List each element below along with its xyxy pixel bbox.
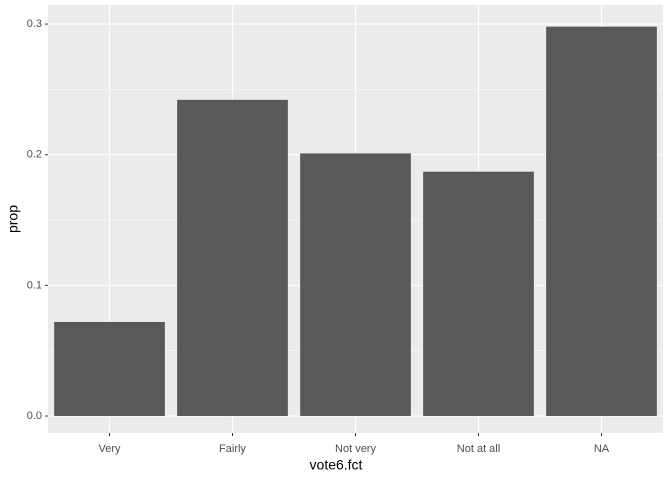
bar <box>177 99 288 417</box>
x-tick-label: Fairly <box>219 443 246 455</box>
y-axis-title: prop <box>5 205 21 233</box>
bar <box>300 153 411 417</box>
x-tick-label: Not very <box>335 443 376 455</box>
x-tick-label: NA <box>594 443 610 455</box>
x-tick-label: Very <box>98 443 121 455</box>
y-tick-label: 0.1 <box>27 279 42 291</box>
y-tick-label: 0.2 <box>27 149 42 161</box>
bar <box>423 171 534 417</box>
bar <box>54 321 165 417</box>
y-tick-label: 0.0 <box>27 410 42 422</box>
y-tick-label: 0.3 <box>27 18 42 30</box>
x-tick-label: Not at all <box>457 443 500 455</box>
x-axis-title: vote6.fct <box>310 457 363 473</box>
bar <box>546 26 657 417</box>
